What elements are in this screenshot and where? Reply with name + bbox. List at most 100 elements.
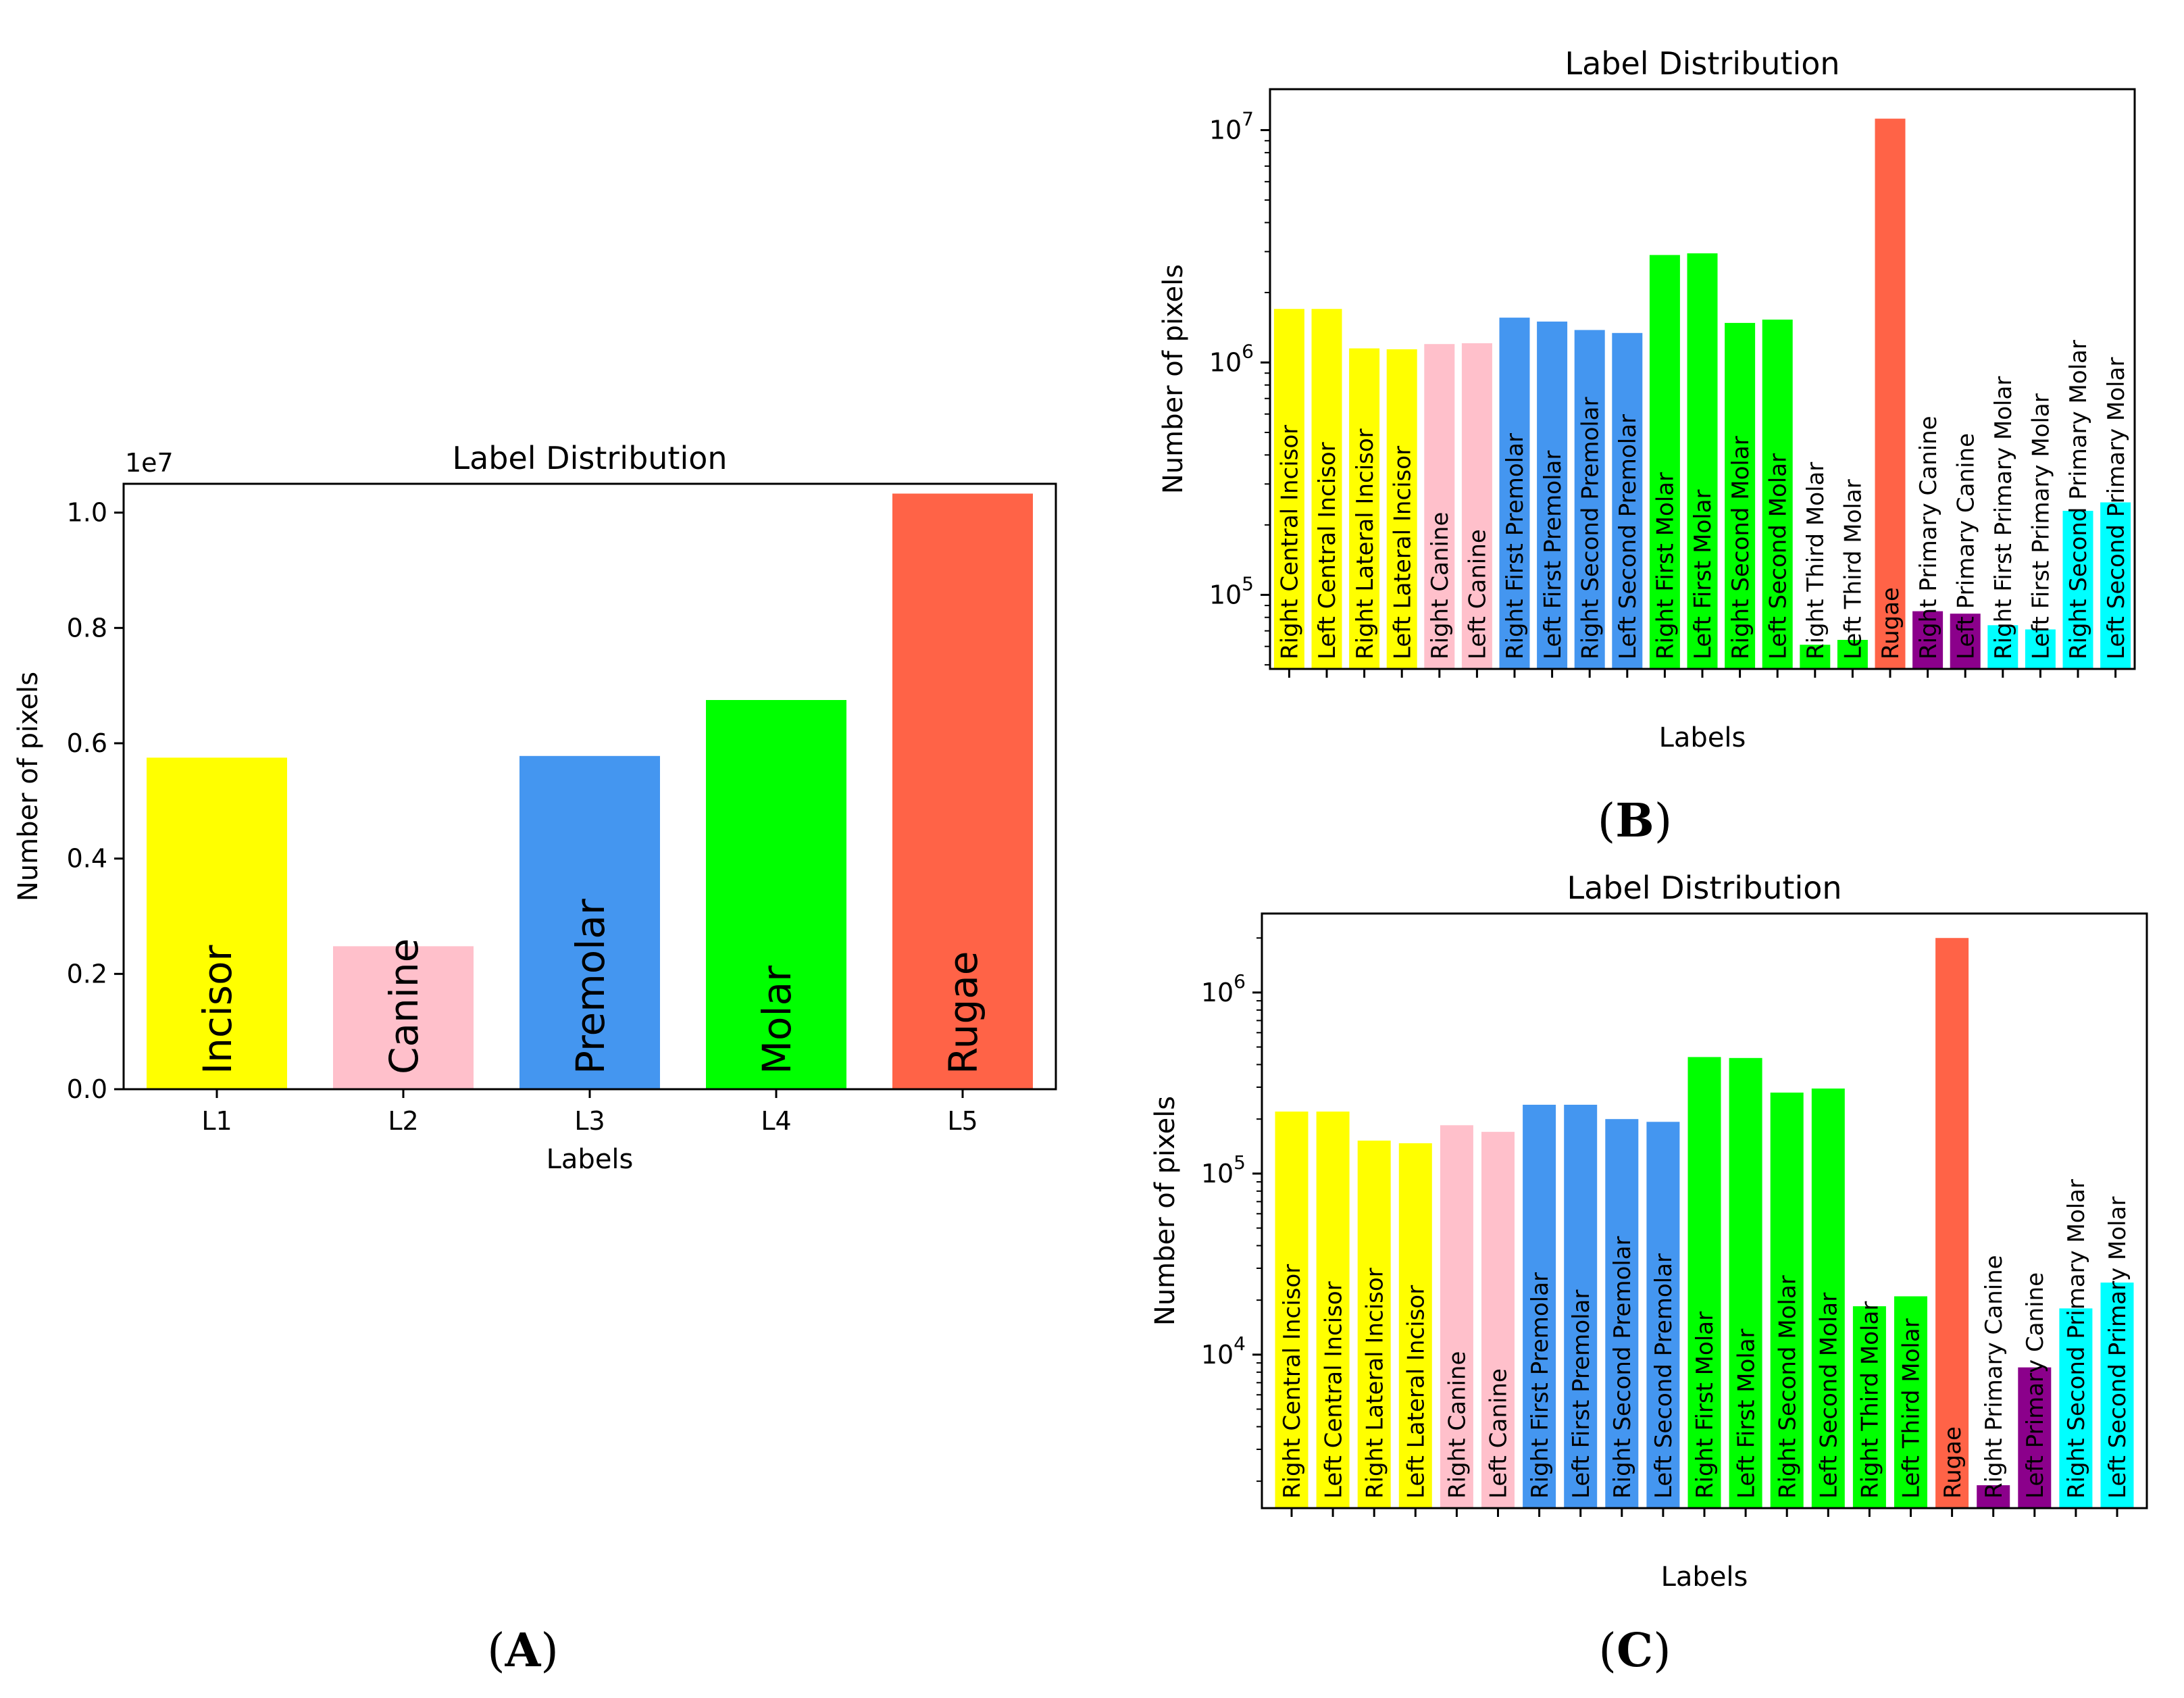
bar-label-c-11: Right First Molar: [1692, 1312, 1719, 1499]
panel-letter-c: (C): [1598, 1624, 1671, 1678]
bar-c-20: [2059, 1308, 2093, 1508]
bar-label-b-17: Rugae: [1877, 587, 1904, 659]
x-tick-label-a-4: L4: [761, 1106, 791, 1136]
bar-b-14: [1762, 320, 1793, 669]
bar-a-2: [333, 946, 474, 1089]
bar-c-8: [1564, 1105, 1598, 1508]
y-tick-label-c-2: 105: [1201, 1151, 1246, 1189]
bar-c-21: [2100, 1282, 2134, 1508]
bar-c-14: [1811, 1089, 1845, 1508]
y-tick-label-a-5: 0.8: [67, 613, 107, 643]
bar-label-c-13: Right Second Molar: [1774, 1275, 1801, 1499]
y-tick-label-c-1: 104: [1201, 1332, 1246, 1370]
x-tick-label-a-2: L2: [388, 1106, 418, 1136]
bar-label-c-8: Left First Premolar: [1568, 1290, 1595, 1499]
bar-c-15: [1852, 1306, 1886, 1508]
bar-b-22: [2062, 511, 2093, 669]
bar-label-b-8: Left First Premolar: [1540, 451, 1567, 659]
bar-label-b-4: Left Lateral Incisor: [1389, 446, 1416, 659]
bar-label-b-16: Left Third Molar: [1840, 479, 1867, 659]
bar-c-16: [1894, 1296, 1927, 1508]
bar-c-17: [1935, 938, 1969, 1508]
bar-b-1: [1273, 309, 1304, 669]
bar-label-b-18: Right Primary Canine: [1915, 416, 1942, 659]
y-tick-label-c-3: 106: [1201, 970, 1246, 1007]
bar-label-b-2: Left Central Incisor: [1314, 442, 1341, 659]
bar-b-7: [1499, 318, 1530, 670]
panel-letter-b: (B): [1598, 794, 1673, 848]
bar-label-a-2: Canine: [381, 939, 427, 1074]
bar-label-b-1: Right Central Incisor: [1277, 425, 1304, 659]
bar-label-b-13: Right Second Molar: [1727, 436, 1754, 659]
bar-b-15: [1800, 645, 1831, 669]
bar-label-b-22: Right Second Primary Molar: [2065, 340, 2092, 659]
bar-b-12: [1687, 253, 1718, 669]
bar-label-a-3: Premolar: [567, 899, 613, 1074]
bar-label-c-5: Right Canine: [1444, 1351, 1471, 1499]
bar-b-2: [1311, 309, 1342, 669]
bar-label-b-3: Right Lateral Incisor: [1352, 428, 1379, 659]
bar-label-c-21: Left Second Primary Molar: [2104, 1197, 2131, 1499]
bar-b-13: [1725, 322, 1756, 669]
x-axis-label-b: Labels: [1659, 722, 1746, 753]
bar-label-c-16: Left Third Molar: [1898, 1318, 1925, 1499]
bar-b-8: [1537, 321, 1568, 669]
bar-label-c-3: Right Lateral Incisor: [1361, 1268, 1388, 1499]
bar-c-3: [1357, 1141, 1391, 1508]
bar-label-a-5: Rugae: [940, 951, 986, 1075]
x-tick-label-a-1: L1: [201, 1106, 232, 1136]
bar-label-c-19: Left Primary Canine: [2022, 1272, 2049, 1499]
bar-label-b-12: Left First Molar: [1690, 489, 1717, 659]
bar-label-c-12: Left First Molar: [1733, 1328, 1760, 1499]
bar-b-16: [1837, 640, 1868, 669]
bar-c-6: [1481, 1132, 1515, 1508]
bar-c-2: [1316, 1112, 1350, 1508]
bar-label-c-6: Left Canine: [1485, 1368, 1513, 1499]
bar-c-12: [1729, 1057, 1762, 1508]
bar-b-23: [2100, 502, 2131, 669]
chart-title-c: Label Distribution: [1567, 870, 1842, 906]
chart-title-b: Label Distribution: [1565, 45, 1839, 82]
bar-b-6: [1461, 343, 1492, 669]
bar-c-5: [1440, 1125, 1473, 1508]
bar-a-4: [706, 700, 846, 1089]
bar-b-5: [1424, 344, 1455, 669]
chart-title-a: Label Distribution: [452, 440, 727, 476]
bar-c-1: [1275, 1112, 1309, 1508]
y-axis-label-a: Number of pixels: [13, 672, 44, 901]
bar-b-18: [1912, 611, 1944, 669]
y-axis-label-b: Number of pixels: [1158, 264, 1189, 494]
bar-label-b-6: Left Canine: [1465, 529, 1492, 659]
bar-b-17: [1875, 118, 1906, 670]
x-tick-label-a-3: L3: [574, 1106, 605, 1136]
chart-panel-a: Incisor Canine Premolar Molar Rugae L1 L2 L3 L4 L…: [13, 440, 1057, 1175]
x-axis-label-c: Labels: [1661, 1562, 1748, 1593]
y-tick-label-a-2: 0.2: [67, 959, 107, 989]
bar-c-4: [1398, 1143, 1432, 1508]
bar-a-1: [147, 757, 287, 1089]
bar-c-18: [1977, 1485, 2010, 1508]
bar-label-a-1: Incisor: [195, 945, 240, 1074]
y-tick-label-a-1: 0.0: [67, 1074, 107, 1104]
bar-b-9: [1574, 330, 1605, 669]
bar-a-5: [892, 493, 1033, 1089]
bar-b-3: [1349, 348, 1380, 669]
bar-label-c-18: Right Primary Canine: [1981, 1255, 2008, 1499]
bar-label-c-2: Left Central Incisor: [1320, 1281, 1347, 1499]
bar-label-b-9: Right Second Premolar: [1577, 397, 1604, 659]
bar-b-20: [1987, 625, 2018, 669]
y-tick-label-a-3: 0.4: [67, 844, 107, 874]
y-offset-label-a: 1e7: [125, 448, 174, 478]
x-tick-label-a-5: L5: [947, 1106, 977, 1136]
bar-label-a-4: Molar: [754, 966, 800, 1074]
bar-b-4: [1386, 349, 1417, 669]
y-tick-label-b-2: 106: [1209, 340, 1254, 377]
bar-label-b-21: Left First Primary Molar: [2028, 393, 2055, 659]
bar-label-c-10: Left Second Premolar: [1650, 1253, 1677, 1499]
y-tick-label-b-1: 105: [1209, 572, 1254, 609]
bar-label-b-14: Left Second Molar: [1764, 453, 1792, 659]
y-tick-label-b-3: 107: [1209, 108, 1254, 145]
bar-b-11: [1649, 255, 1680, 669]
bar-label-c-20: Right Second Primary Molar: [2063, 1179, 2090, 1499]
